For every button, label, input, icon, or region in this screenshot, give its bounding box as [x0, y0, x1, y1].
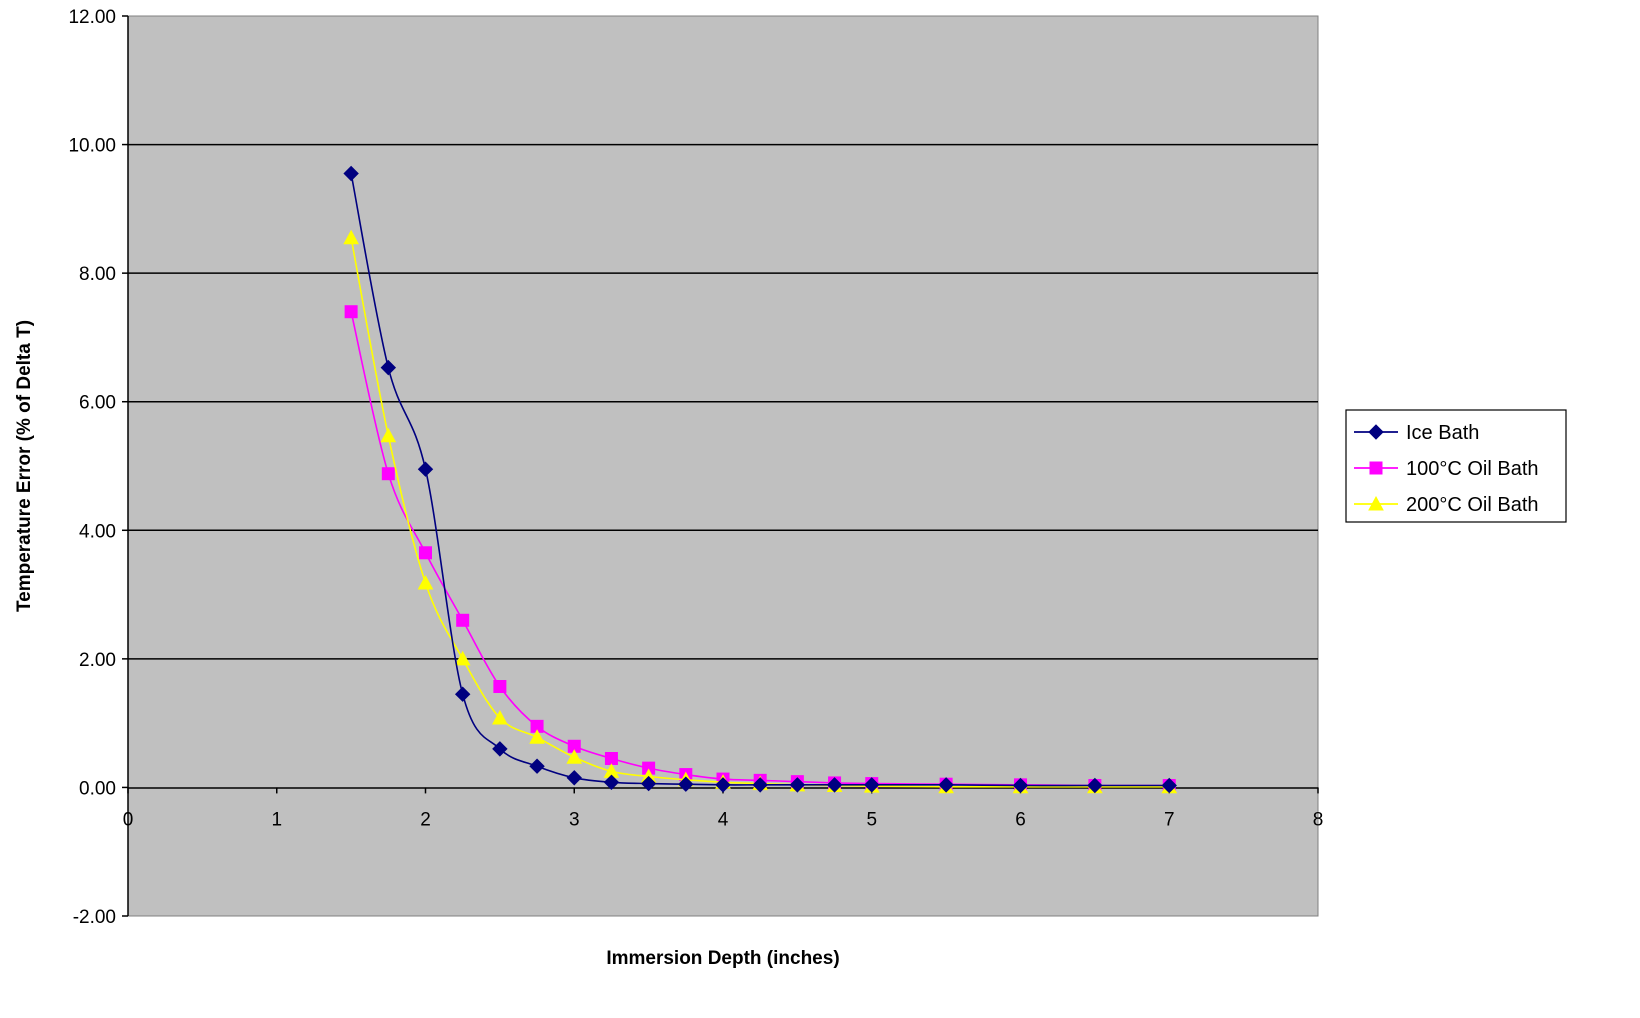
data-point — [529, 758, 545, 774]
series-0 — [343, 165, 1177, 794]
data-point — [380, 427, 397, 443]
x-tick-label: 6 — [1015, 809, 1026, 830]
legend-items: Ice Bath 100°C Oil Bath 200°C Oil Bath — [1354, 422, 1539, 516]
data-point — [566, 770, 582, 786]
y-tick-label: 6.00 — [79, 393, 116, 414]
data-point — [454, 686, 471, 702]
x-tick-label: 5 — [866, 809, 877, 830]
x-tick-label: 3 — [569, 809, 580, 830]
data-point — [715, 777, 731, 793]
data-point — [492, 709, 508, 725]
data-point — [1161, 777, 1177, 794]
data-point — [604, 752, 618, 765]
legend-marker — [1368, 495, 1384, 511]
x-tick-label: 1 — [271, 809, 282, 830]
x-tick-label: 8 — [1313, 809, 1324, 830]
data-point — [678, 776, 694, 792]
data-point — [603, 774, 620, 790]
data-point — [789, 777, 806, 793]
data-point — [566, 749, 583, 764]
x-axis-title: Immersion Depth (inches) — [606, 948, 839, 969]
legend-label: 200°C Oil Bath — [1406, 494, 1539, 516]
data-point — [417, 461, 434, 477]
data-point — [864, 777, 880, 793]
legend-label: 100°C Oil Bath — [1406, 458, 1539, 480]
data-point — [380, 359, 397, 376]
data-point — [938, 777, 954, 793]
data-point — [454, 650, 471, 666]
data-point — [752, 777, 768, 793]
data-point — [492, 741, 508, 757]
x-tick-label: 0 — [123, 809, 134, 830]
data-point — [826, 777, 843, 793]
data-point — [456, 613, 470, 627]
y-tick-label: -2.00 — [73, 907, 116, 928]
y-tick-label: 4.00 — [79, 521, 116, 542]
data-point — [419, 546, 432, 560]
data-point — [640, 775, 657, 792]
y-tick-label: 0.00 — [79, 778, 116, 799]
data-point — [493, 680, 507, 693]
x-tick-label: 4 — [718, 809, 729, 830]
data-point — [529, 729, 545, 744]
data-point — [381, 467, 395, 481]
data-point — [343, 229, 359, 245]
x-axis-ticks: 0 1 2 3 4 5 6 7 8 — [123, 787, 1324, 830]
series-layer — [343, 165, 1178, 794]
grid-lines — [128, 143, 1318, 660]
legend-marker — [1368, 424, 1384, 440]
y-axis-title: Temperature Error (% of Delta T) — [14, 320, 35, 612]
data-point — [1087, 777, 1103, 794]
data-point — [417, 574, 434, 590]
data-point — [344, 305, 358, 319]
legend: Ice Bath 100°C Oil Bath 200°C Oil Bath — [1345, 409, 1567, 523]
data-point — [343, 165, 359, 182]
x-tick-label: 2 — [420, 809, 431, 830]
legend-label: Ice Bath — [1406, 422, 1479, 444]
plot-area — [127, 15, 1319, 917]
data-point — [1012, 777, 1029, 794]
y-axis-ticks: -2.00 0.00 2.00 4.00 6.00 8.00 10.00 12.00 — [68, 7, 128, 928]
y-tick-label: 12.00 — [68, 7, 116, 28]
legend-marker — [1369, 461, 1383, 475]
y-tick-label: 8.00 — [79, 264, 116, 285]
x-tick-label: 7 — [1164, 809, 1175, 830]
y-tick-label: 10.00 — [68, 136, 116, 157]
y-tick-label: 2.00 — [79, 650, 116, 671]
